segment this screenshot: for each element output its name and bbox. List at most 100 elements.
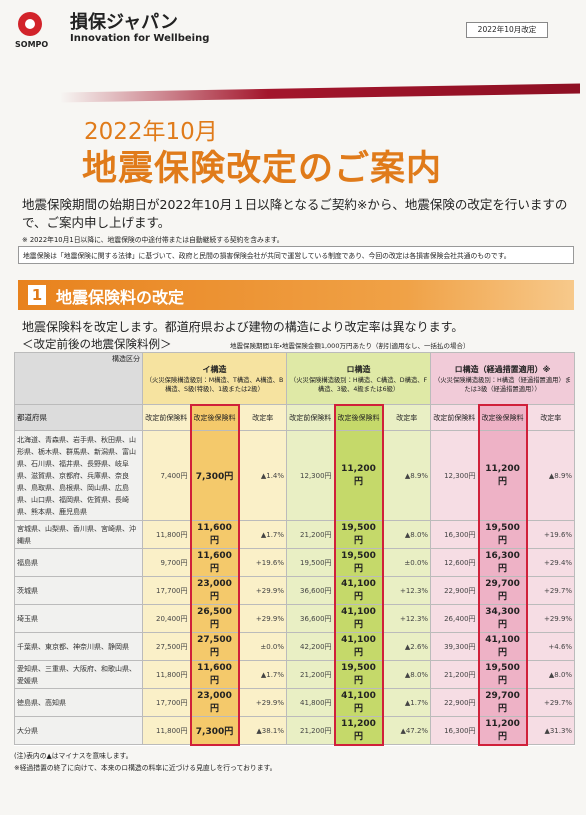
premium-after: 19,500円 — [333, 548, 384, 577]
premium-after: 41,100円 — [477, 632, 528, 661]
premium-after: 19,500円 — [333, 660, 384, 689]
change-rate: +29.9% — [237, 688, 288, 717]
change-rate: +29.9% — [237, 576, 288, 605]
brand-sompo: SOMPO — [15, 40, 49, 49]
change-rate: ±0.0% — [382, 548, 432, 577]
premium-before: 16,300円 — [430, 716, 480, 745]
premium-before: 20,400円 — [142, 604, 191, 633]
change-rate: ▲8.0% — [382, 660, 432, 689]
premium-after: 29,700円 — [477, 688, 528, 717]
change-rate: +4.6% — [526, 632, 576, 661]
region-cell: 大分県 — [14, 716, 143, 745]
logo-mark — [18, 12, 42, 36]
premium-after: 19,500円 — [477, 520, 528, 549]
change-rate: +29.4% — [526, 548, 576, 577]
footnote: (注)表内の▲はマイナスを意味します。 — [14, 752, 133, 760]
section-number: 1 — [28, 285, 46, 305]
table-row: 埼玉県 20,400円 26,500円 +29.9% 36,600円 41,100円 +12… — [14, 604, 576, 633]
premium-after: 11,200円 — [477, 716, 528, 746]
column-header: 改定前保険料 — [142, 404, 191, 431]
group-header: イ構造 （火災保険構造級別：M構造、T構造、A構造、B構造、S級(特級)、1級また… — [141, 352, 288, 405]
change-rate: ▲31.3% — [526, 716, 576, 745]
title-date: 2022年10月 — [84, 119, 218, 145]
premium-after: 41,100円 — [333, 632, 384, 661]
group-note: （火災保険構造級別：H構造（経過措置適用）または3級（経過措置適用）） — [434, 376, 572, 393]
premium-after: 11,600円 — [189, 520, 240, 549]
premium-before: 11,800円 — [142, 660, 191, 689]
group-header: ロ構造 （火災保険構造級別：H構造、C構造、D構造、F構造、3級、4級または6級） — [286, 352, 432, 405]
column-header: 改定率 — [526, 404, 576, 431]
change-rate: +29.7% — [526, 576, 576, 605]
premium-before: 27,500円 — [142, 632, 191, 661]
change-rate: ▲8.0% — [382, 520, 432, 549]
premium-before: 19,500円 — [286, 548, 336, 577]
premium-table: 構造区分 イ構造 （火災保険構造級別：M構造、T構造、A構造、B構造、S級(特級)、… — [14, 352, 576, 746]
premium-before: 11,800円 — [142, 520, 191, 549]
table-row: 北海道、青森県、岩手県、秋田県、山形県、栃木県、群馬県、新潟県、富山県、石川県、… — [14, 430, 576, 521]
premium-after: 23,000円 — [189, 576, 240, 605]
column-header: 改定前保険料 — [286, 404, 336, 431]
premium-before: 36,600円 — [286, 576, 336, 605]
brand-name: 損保ジャパン — [70, 12, 178, 33]
change-rate: ▲1.7% — [237, 660, 288, 689]
header-row: 構造区分 イ構造 （火災保険構造級別：M構造、T構造、A構造、B構造、S級(特級)、… — [14, 352, 576, 405]
region-cell: 徳島県、高知県 — [14, 688, 143, 717]
brand-tagline: Innovation for Wellbeing — [70, 33, 210, 44]
premium-before: 21,200円 — [286, 660, 336, 689]
premium-after: 19,500円 — [333, 520, 384, 549]
premium-after: 19,500円 — [477, 660, 528, 689]
table-row: 大分県 11,800円 7,300円 ▲38.1% 21,200円 11,200円 ▲47.… — [14, 716, 576, 746]
intro-note: ※ 2022年10月1日以降に、地震保険の中途付帯または自動継続する契約を含みま… — [22, 236, 284, 244]
premium-after: 29,700円 — [477, 576, 528, 605]
title-main: 地震保険改定のご案内 — [82, 149, 443, 189]
column-header: 改定前保険料 — [430, 404, 480, 431]
premium-after: 27,500円 — [189, 632, 240, 661]
change-rate: +29.9% — [237, 604, 288, 633]
revision-tag: 2022年10月改定 — [466, 22, 548, 38]
group-note: （火災保険構造級別：H構造、C構造、D構造、F構造、3級、4級または6級） — [289, 376, 428, 393]
change-rate: +12.3% — [382, 576, 432, 605]
premium-after: 11,600円 — [189, 548, 240, 577]
premium-before: 17,700円 — [142, 576, 191, 605]
premium-before: 41,800円 — [286, 688, 336, 717]
premium-after: 11,200円 — [333, 430, 384, 521]
premium-before: 17,700円 — [142, 688, 191, 717]
premium-before: 16,300円 — [430, 520, 480, 549]
premium-after: 34,300円 — [477, 604, 528, 633]
column-header: 改定率 — [382, 404, 432, 431]
change-rate: +12.3% — [382, 604, 432, 633]
premium-before: 7,400円 — [142, 430, 191, 521]
region-cell: 愛知県、三重県、大阪府、和歌山県、愛媛県 — [14, 660, 143, 689]
premium-after: 26,500円 — [189, 604, 240, 633]
intro-text: 地震保険期間の始期日が2022年10月１日以降となるご契約※から、地震保険の改定… — [22, 197, 568, 230]
change-rate: +19.6% — [237, 548, 288, 577]
premium-after: 7,300円 — [189, 716, 240, 746]
premium-before: 12,300円 — [430, 430, 480, 521]
premium-before: 9,700円 — [142, 548, 191, 577]
table-row: 徳島県、高知県 17,700円 23,000円 +29.9% 41,800円 41,100… — [14, 688, 576, 717]
region-cell: 茨城県 — [14, 576, 143, 605]
notice-box: 地震保険は「地震保険に関する法律」に基づいて、政府と民間の損害保険会社が共同で運… — [18, 246, 574, 264]
table-row: 千葉県、東京都、神奈川県、静岡県 27,500円 27,500円 ±0.0% 42,20… — [14, 632, 576, 661]
column-header: 改定後保険料 — [333, 403, 384, 431]
change-rate: ▲8.9% — [526, 430, 576, 521]
premium-before: 11,800円 — [142, 716, 191, 745]
region-cell: 北海道、青森県、岩手県、秋田県、山形県、栃木県、群馬県、新潟県、富山県、石川県、… — [14, 430, 143, 521]
header-row: 都道府県 改定前保険料 改定後保険料 改定率 改定前保険料 改定後保険料 改定率 改定前保険料… — [14, 403, 576, 431]
premium-after: 41,100円 — [333, 576, 384, 605]
premium-after: 11,200円 — [333, 716, 384, 746]
change-rate: +29.9% — [526, 604, 576, 633]
premium-before: 42,200円 — [286, 632, 336, 661]
table-condition: 地震保険期間1年・地震保険金額1,000万円あたり（割引適用なし、一括払の場合） — [230, 342, 470, 350]
change-rate: ±0.0% — [237, 632, 288, 661]
premium-after: 11,600円 — [189, 660, 240, 689]
premium-after: 41,100円 — [333, 604, 384, 633]
change-rate: ▲8.9% — [382, 430, 432, 521]
change-rate: +19.6% — [526, 520, 576, 549]
premium-after: 16,300円 — [477, 548, 528, 577]
premium-after: 41,100円 — [333, 688, 384, 717]
table-caption: ＜改定前後の地震保険料例＞ — [22, 337, 172, 351]
premium-before: 26,400円 — [430, 604, 480, 633]
section-lead: 地震保険料を改定します。都道府県および建物の構造により改定率は異なります。 — [22, 320, 464, 334]
